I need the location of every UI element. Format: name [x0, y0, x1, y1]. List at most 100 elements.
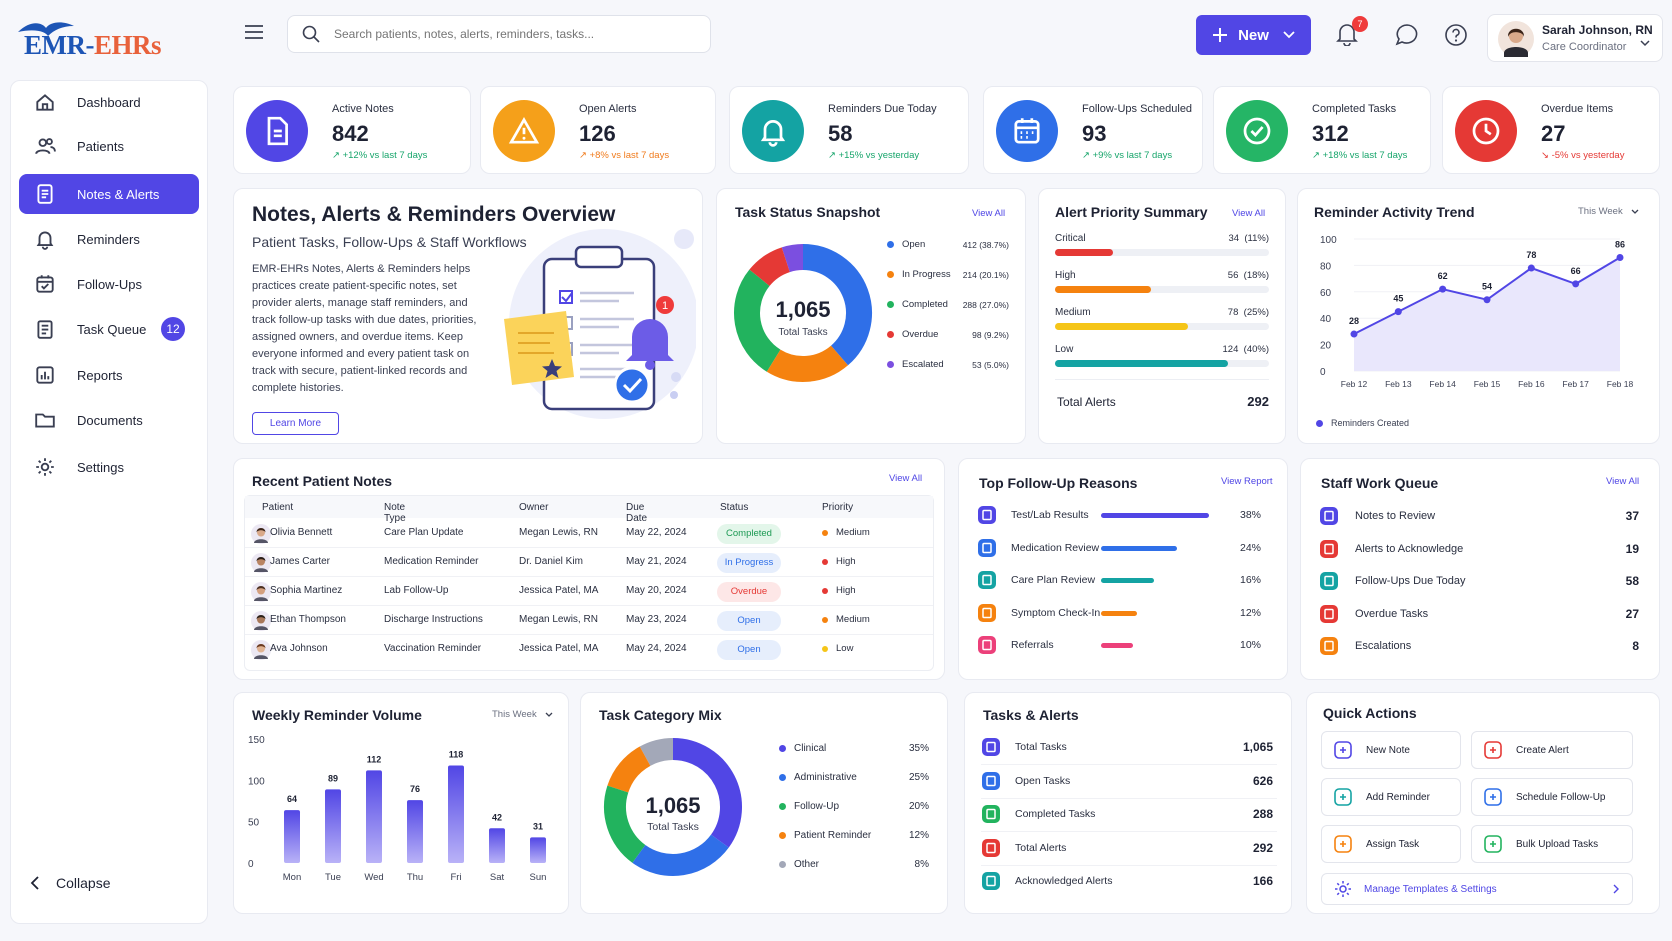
table-row[interactable]: James Carter Medication Reminder Dr. Danie…: [245, 548, 933, 577]
kpi-card[interactable]: Overdue Items 27 ↘ -5% vs yesterday: [1442, 86, 1660, 174]
bulk-upload-tasks-button[interactable]: Bulk Upload Tasks: [1471, 825, 1633, 863]
queue-count: 37: [1625, 509, 1639, 523]
weekly-range-dropdown[interactable]: This Week: [492, 709, 553, 720]
sidebar-item-documents[interactable]: Documents: [19, 400, 199, 440]
kpi-card[interactable]: Completed Tasks 312 ↗ +18% vs last 7 days: [1213, 86, 1431, 174]
kpi-label: Follow-Ups Scheduled: [1082, 103, 1193, 115]
tasks-alerts-row[interactable]: Total Tasks 1,065: [981, 735, 1277, 765]
bar-data-label: 31: [533, 821, 543, 831]
reason-label: Referrals: [1011, 639, 1054, 651]
user-profile-menu[interactable]: Sarah Johnson, RN Care Coordinator: [1487, 14, 1663, 62]
followup-reason-item[interactable]: Test/Lab Results 38%: [977, 504, 1273, 528]
search-input[interactable]: [334, 27, 694, 41]
followup-view-report-link[interactable]: View Report: [1221, 476, 1273, 487]
category-slice: [604, 785, 646, 863]
search-bar[interactable]: [287, 15, 711, 53]
priority-value: 124 (40%): [1189, 344, 1269, 355]
row-value: 292: [1252, 840, 1273, 855]
x-tick-label: Feb 18: [1607, 379, 1634, 389]
avatar: [251, 524, 271, 544]
schedule-follow-up-button[interactable]: Schedule Follow-Up: [1471, 778, 1633, 816]
table-row[interactable]: Olivia Bennett Care Plan Update Megan Lewi…: [245, 519, 933, 548]
app-logo[interactable]: EMR-EHRs: [14, 18, 184, 64]
task-category-card: Task Category Mix 1,065 Total Tasks Clin…: [580, 692, 948, 914]
bell-icon: [33, 227, 57, 251]
recent-notes-view-all-link[interactable]: View All: [889, 473, 923, 484]
legend-item: Escalated 53 (5.0%): [887, 359, 1009, 370]
learn-more-button[interactable]: Learn More: [252, 412, 339, 435]
assign-task-button[interactable]: Assign Task: [1321, 825, 1461, 863]
table-row[interactable]: Ethan Thompson Discharge Instructions Mega…: [245, 606, 933, 635]
followup-reason-item[interactable]: Care Plan Review 16%: [977, 569, 1273, 593]
staff-work-queue-card: Staff Work Queue View All Notes to Revie…: [1300, 458, 1660, 680]
reason-bar: [1101, 643, 1134, 648]
notifications-bell-icon[interactable]: [1336, 22, 1358, 46]
legend-label: Overdue: [902, 329, 939, 340]
overview-subtitle: Patient Tasks, Follow-Ups & Staff Workfl…: [252, 234, 527, 250]
manage-templates-button[interactable]: Manage Templates & Settings: [1321, 873, 1633, 905]
sidebar-item-dashboard[interactable]: Dashboard: [19, 82, 199, 122]
hamburger-menu-icon[interactable]: [244, 24, 264, 40]
sidebar-item-settings[interactable]: Settings: [19, 447, 199, 487]
kpi-card[interactable]: Reminders Due Today 58 ↗ +15% vs yesterday: [729, 86, 969, 174]
tasks-alerts-row[interactable]: Open Tasks 626: [981, 769, 1277, 799]
kpi-card[interactable]: Open Alerts 126 ↗ +8% vs last 7 days: [480, 86, 716, 174]
y-tick-label: 40: [1320, 314, 1332, 325]
completed-check-icon: [981, 804, 1001, 824]
new-note-button[interactable]: New Note: [1321, 731, 1461, 769]
help-icon[interactable]: [1444, 23, 1468, 47]
work-queue-view-all-link[interactable]: View All: [1606, 476, 1640, 487]
followup-reason-item[interactable]: Medication Review 24%: [977, 537, 1273, 561]
work-queue-item[interactable]: Alerts to Acknowledge 19: [1319, 538, 1639, 562]
row-value: 1,065: [1242, 740, 1273, 754]
kpi-card[interactable]: Follow-Ups Scheduled 93 ↗ +9% vs last 7 da…: [983, 86, 1203, 174]
create-alert-button[interactable]: Create Alert: [1471, 731, 1633, 769]
sidebar-item-patients[interactable]: Patients: [19, 126, 199, 166]
tasks-alerts-row[interactable]: Completed Tasks 288: [981, 802, 1277, 832]
trend-range-dropdown[interactable]: This Week: [1578, 206, 1639, 217]
reminder-trend-card: Reminder Activity Trend This Week 100 80 6…: [1297, 188, 1660, 444]
weekly-volume-title: Weekly Reminder Volume: [252, 707, 422, 723]
followup-reason-item[interactable]: Referrals 10%: [977, 634, 1273, 658]
trend-data-label: 45: [1393, 294, 1403, 304]
notification-count-badge: 7: [1352, 16, 1368, 32]
table-row[interactable]: Sophia Martinez Lab Follow-Up Jessica Pate…: [245, 577, 933, 606]
priority-percent: (11%): [1244, 233, 1269, 244]
tasks-alerts-row[interactable]: Total Alerts 292: [981, 836, 1277, 866]
followup-reason-item[interactable]: Symptom Check-In 12%: [977, 602, 1273, 626]
quick-action-label: Assign Task: [1366, 838, 1420, 850]
messages-icon[interactable]: [1395, 23, 1419, 47]
total-alerts-label: Total Alerts: [1057, 395, 1116, 409]
sidebar-item-follow-ups[interactable]: Follow-Ups: [19, 264, 199, 304]
add-reminder-button[interactable]: Add Reminder: [1321, 778, 1461, 816]
kpi-card[interactable]: Active Notes 842 ↗ +12% vs last 7 days: [233, 86, 471, 174]
priority-dot: [822, 616, 828, 623]
sidebar-item-reports[interactable]: Reports: [19, 355, 199, 395]
cell-patient: James Carter: [270, 556, 331, 567]
alert-priority-view-all-link[interactable]: View All: [1232, 208, 1266, 219]
add-reminder-icon: [1332, 786, 1354, 808]
trend-data-label: 66: [1571, 266, 1581, 276]
work-queue-item[interactable]: Follow-Ups Due Today 58: [1319, 570, 1639, 594]
sidebar-item-task-queue[interactable]: Task Queue 12: [19, 309, 199, 349]
sidebar-item-notes-alerts[interactable]: Notes & Alerts: [19, 174, 199, 214]
sidebar-item-reminders[interactable]: Reminders: [19, 219, 199, 259]
collapse-button[interactable]: Collapse: [30, 875, 110, 891]
bar-data-label: 64: [287, 794, 297, 804]
cell-type: Discharge Instructions: [384, 614, 483, 625]
sidebar-item-label: Notes & Alerts: [77, 186, 160, 202]
work-queue-item[interactable]: Notes to Review 37: [1319, 505, 1639, 529]
priority-cell: Low: [822, 643, 853, 654]
work-queue-item[interactable]: Escalations 8: [1319, 635, 1639, 659]
table-row[interactable]: Ava Johnson Vaccination Reminder Jessica P…: [245, 635, 933, 664]
work-queue-item[interactable]: Overdue Tasks 27: [1319, 603, 1639, 627]
legend-item: Follow-Up 20%: [779, 801, 929, 812]
new-note-icon: [1332, 739, 1354, 761]
task-status-view-all-link[interactable]: View All: [972, 208, 1006, 219]
weekly-bar: [530, 837, 546, 863]
column-header: Note Type: [384, 502, 406, 524]
sidebar-item-label: Reports: [77, 367, 123, 383]
trend-data-label: 62: [1438, 271, 1448, 281]
tasks-alerts-row[interactable]: Acknowledged Alerts 166: [981, 869, 1277, 893]
new-button[interactable]: New: [1196, 15, 1311, 55]
